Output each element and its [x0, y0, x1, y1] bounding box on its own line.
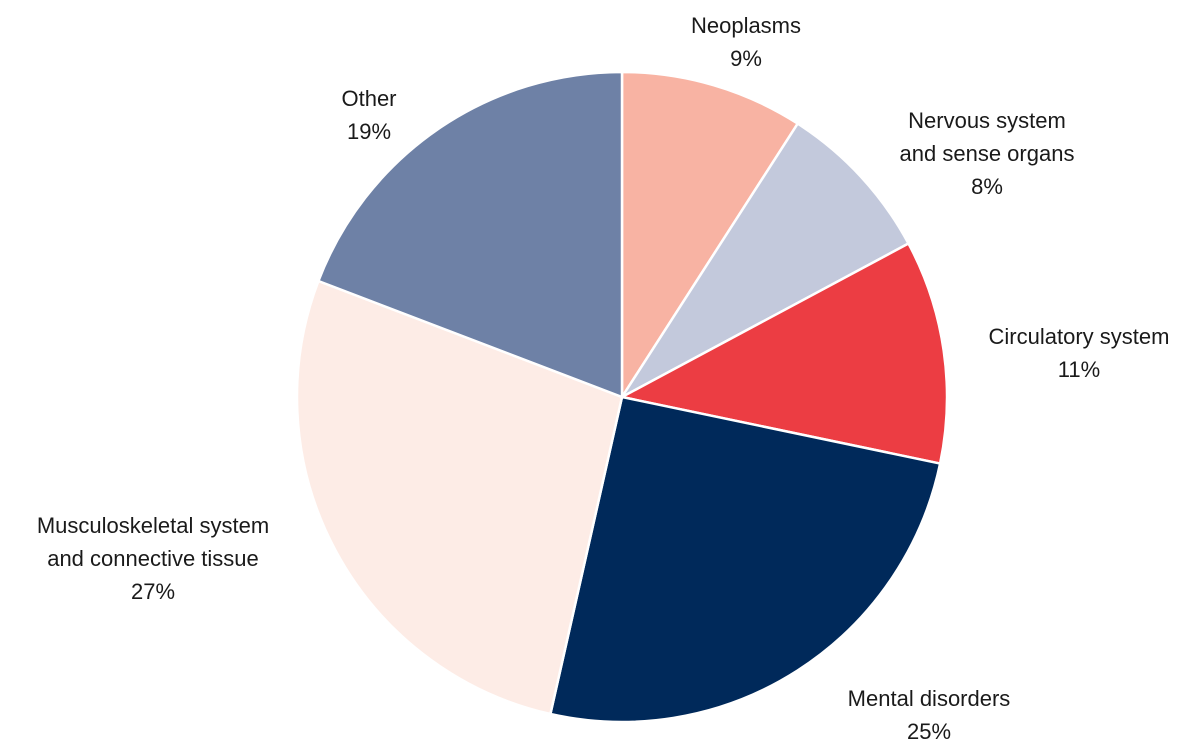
slice-category-label: Neoplasms [691, 13, 801, 38]
slice-value-label: 19% [347, 119, 391, 144]
slice-category-label: and connective tissue [47, 546, 259, 571]
slice-value-label: 9% [730, 46, 762, 71]
slice-label-2: Circulatory system 11% [989, 324, 1170, 382]
slice-label-3: Mental disorders 25% [848, 686, 1011, 742]
slice-category-label: Musculoskeletal system [37, 513, 269, 538]
slice-value-label: 11% [1058, 357, 1100, 382]
slice-value-label: 25% [907, 719, 951, 742]
slice-category-label: Circulatory system [989, 324, 1170, 349]
slice-value-label: 27% [131, 579, 175, 604]
pie-slice-5 [317, 70, 624, 399]
pie-slice-4 [295, 279, 624, 716]
pie-slice-2 [620, 242, 949, 465]
slice-category-label: Other [341, 86, 396, 111]
slice-label-5: Other 19% [341, 86, 396, 144]
slice-category-label: and sense organs [900, 141, 1075, 166]
slice-label-1: Nervous system and sense organs 8% [900, 108, 1075, 199]
slice-label-0: Neoplasms 9% [691, 13, 801, 71]
slice-category-label: Mental disorders [848, 686, 1011, 711]
pie-slice-0 [620, 70, 799, 399]
pie-slices [295, 70, 949, 724]
slice-category-label: Nervous system [908, 108, 1066, 133]
slice-value-label: 8% [971, 174, 1003, 199]
pie-slice-3 [549, 395, 942, 724]
pie-slice-1 [620, 122, 910, 399]
pie-labels: Neoplasms 9% Nervous system and sense organ… [37, 13, 1170, 742]
slice-label-4: Musculoskeletal system and connective tis… [37, 513, 269, 604]
